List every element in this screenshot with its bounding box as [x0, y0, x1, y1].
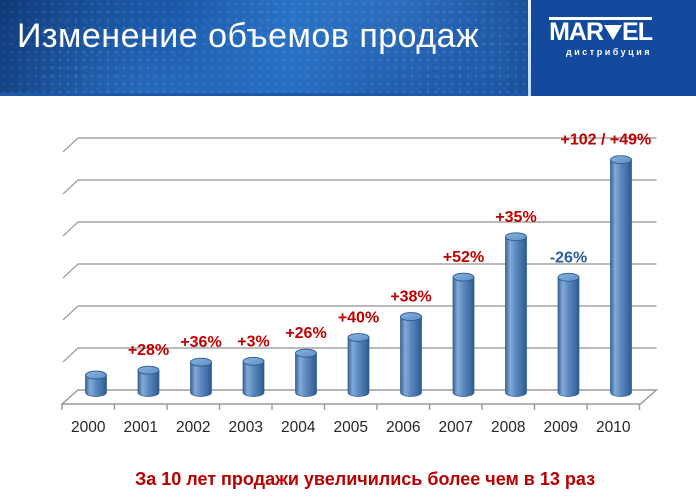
bar-2007	[452, 276, 475, 397]
bar-labels: +28% +36% +3% +26% +40% +38% +52% +35% -26% +102 …	[128, 132, 651, 360]
bar-label-2010: +102 / +49%	[560, 132, 651, 149]
bar-2004	[295, 352, 317, 397]
x-label-2010: 2010	[596, 419, 631, 436]
bar-top-2007	[452, 272, 475, 282]
bar-2000	[85, 374, 107, 397]
bar-label-2006: +38%	[390, 289, 431, 306]
x-label-2009: 2009	[544, 419, 578, 436]
slide-caption: За 10 лет продажи увеличились более чем …	[134, 469, 596, 489]
bar-2002	[190, 361, 212, 397]
logo-block: MAR EL дистрибуция	[531, 0, 696, 96]
gridline-side-edge	[62, 137, 79, 153]
x-label-2004: 2004	[281, 419, 316, 436]
header-separator	[528, 0, 531, 96]
x-label-2002: 2002	[176, 419, 210, 436]
bar-label-2009: -26%	[550, 249, 587, 266]
x-label-2003: 2003	[229, 419, 263, 436]
gridline-side-edge	[62, 263, 79, 279]
bar-label-2003: +3%	[237, 333, 269, 350]
bar-label-2005: +40%	[338, 310, 379, 327]
bar-2009	[557, 276, 580, 397]
x-label-2008: 2008	[491, 419, 525, 436]
logo-triangle-icon	[604, 25, 623, 40]
bar-2005	[347, 337, 370, 397]
bar-2008	[505, 236, 527, 397]
header-banner: Изменение объемов продаж	[0, 0, 528, 96]
floor-outline	[60, 389, 659, 405]
logo-text-mar: MAR	[549, 18, 604, 46]
chart-floor	[60, 389, 659, 410]
gridline-side-edge	[62, 179, 79, 195]
bar-2001	[137, 369, 160, 397]
bar-top-2001	[137, 365, 160, 375]
bar-label-2002: +36%	[180, 334, 221, 351]
bars	[85, 155, 632, 397]
marvel-logo: MAR EL дистрибуция	[549, 17, 653, 57]
gridline-side-edge	[62, 221, 79, 237]
x-label-2001: 2001	[124, 419, 158, 436]
x-axis-labels: 2000 2001 2002 2003 2004 2005 2006 2007 2008 2009…	[71, 419, 631, 436]
gridline-side-edge	[62, 347, 79, 363]
bar-top-2010	[610, 155, 632, 165]
bar-2006	[400, 316, 422, 397]
bar-label-2008: +35%	[495, 209, 536, 226]
logo-subtitle: дистрибуция	[566, 47, 652, 57]
x-label-2000: 2000	[71, 419, 106, 436]
logo-text-el: EL	[622, 18, 653, 46]
x-label-2005: 2005	[334, 419, 368, 436]
bar-label-2001: +28%	[128, 342, 169, 359]
slide-title: Изменение объемов продаж	[17, 17, 480, 55]
circuit-board-texture	[0, 0, 528, 93]
sales-bar-chart: +28% +36% +3% +26% +40% +38% +52% +35% -26% +102 …	[60, 132, 659, 436]
bar-top-2000	[85, 370, 107, 380]
x-label-2006: 2006	[386, 419, 420, 436]
slide-header: Изменение объемов продаж MAR EL дистрибу…	[0, 0, 696, 96]
bar-top-2005	[347, 333, 370, 342]
bar-top-2006	[400, 312, 422, 322]
bar-2003	[242, 361, 265, 397]
marvel-wordmark: MAR EL	[549, 17, 653, 46]
bar-top-2002	[190, 357, 212, 367]
gridline-side-edge	[62, 305, 79, 321]
bar-label-2007: +52%	[443, 249, 484, 266]
bar-top-2004	[295, 348, 317, 358]
bar-2010	[610, 159, 632, 397]
bar-label-2004: +26%	[285, 325, 326, 342]
bar-top-2009	[557, 272, 580, 282]
bar-top-2008	[505, 232, 527, 242]
bar-top-2003	[242, 356, 265, 366]
x-label-2007: 2007	[439, 419, 473, 436]
